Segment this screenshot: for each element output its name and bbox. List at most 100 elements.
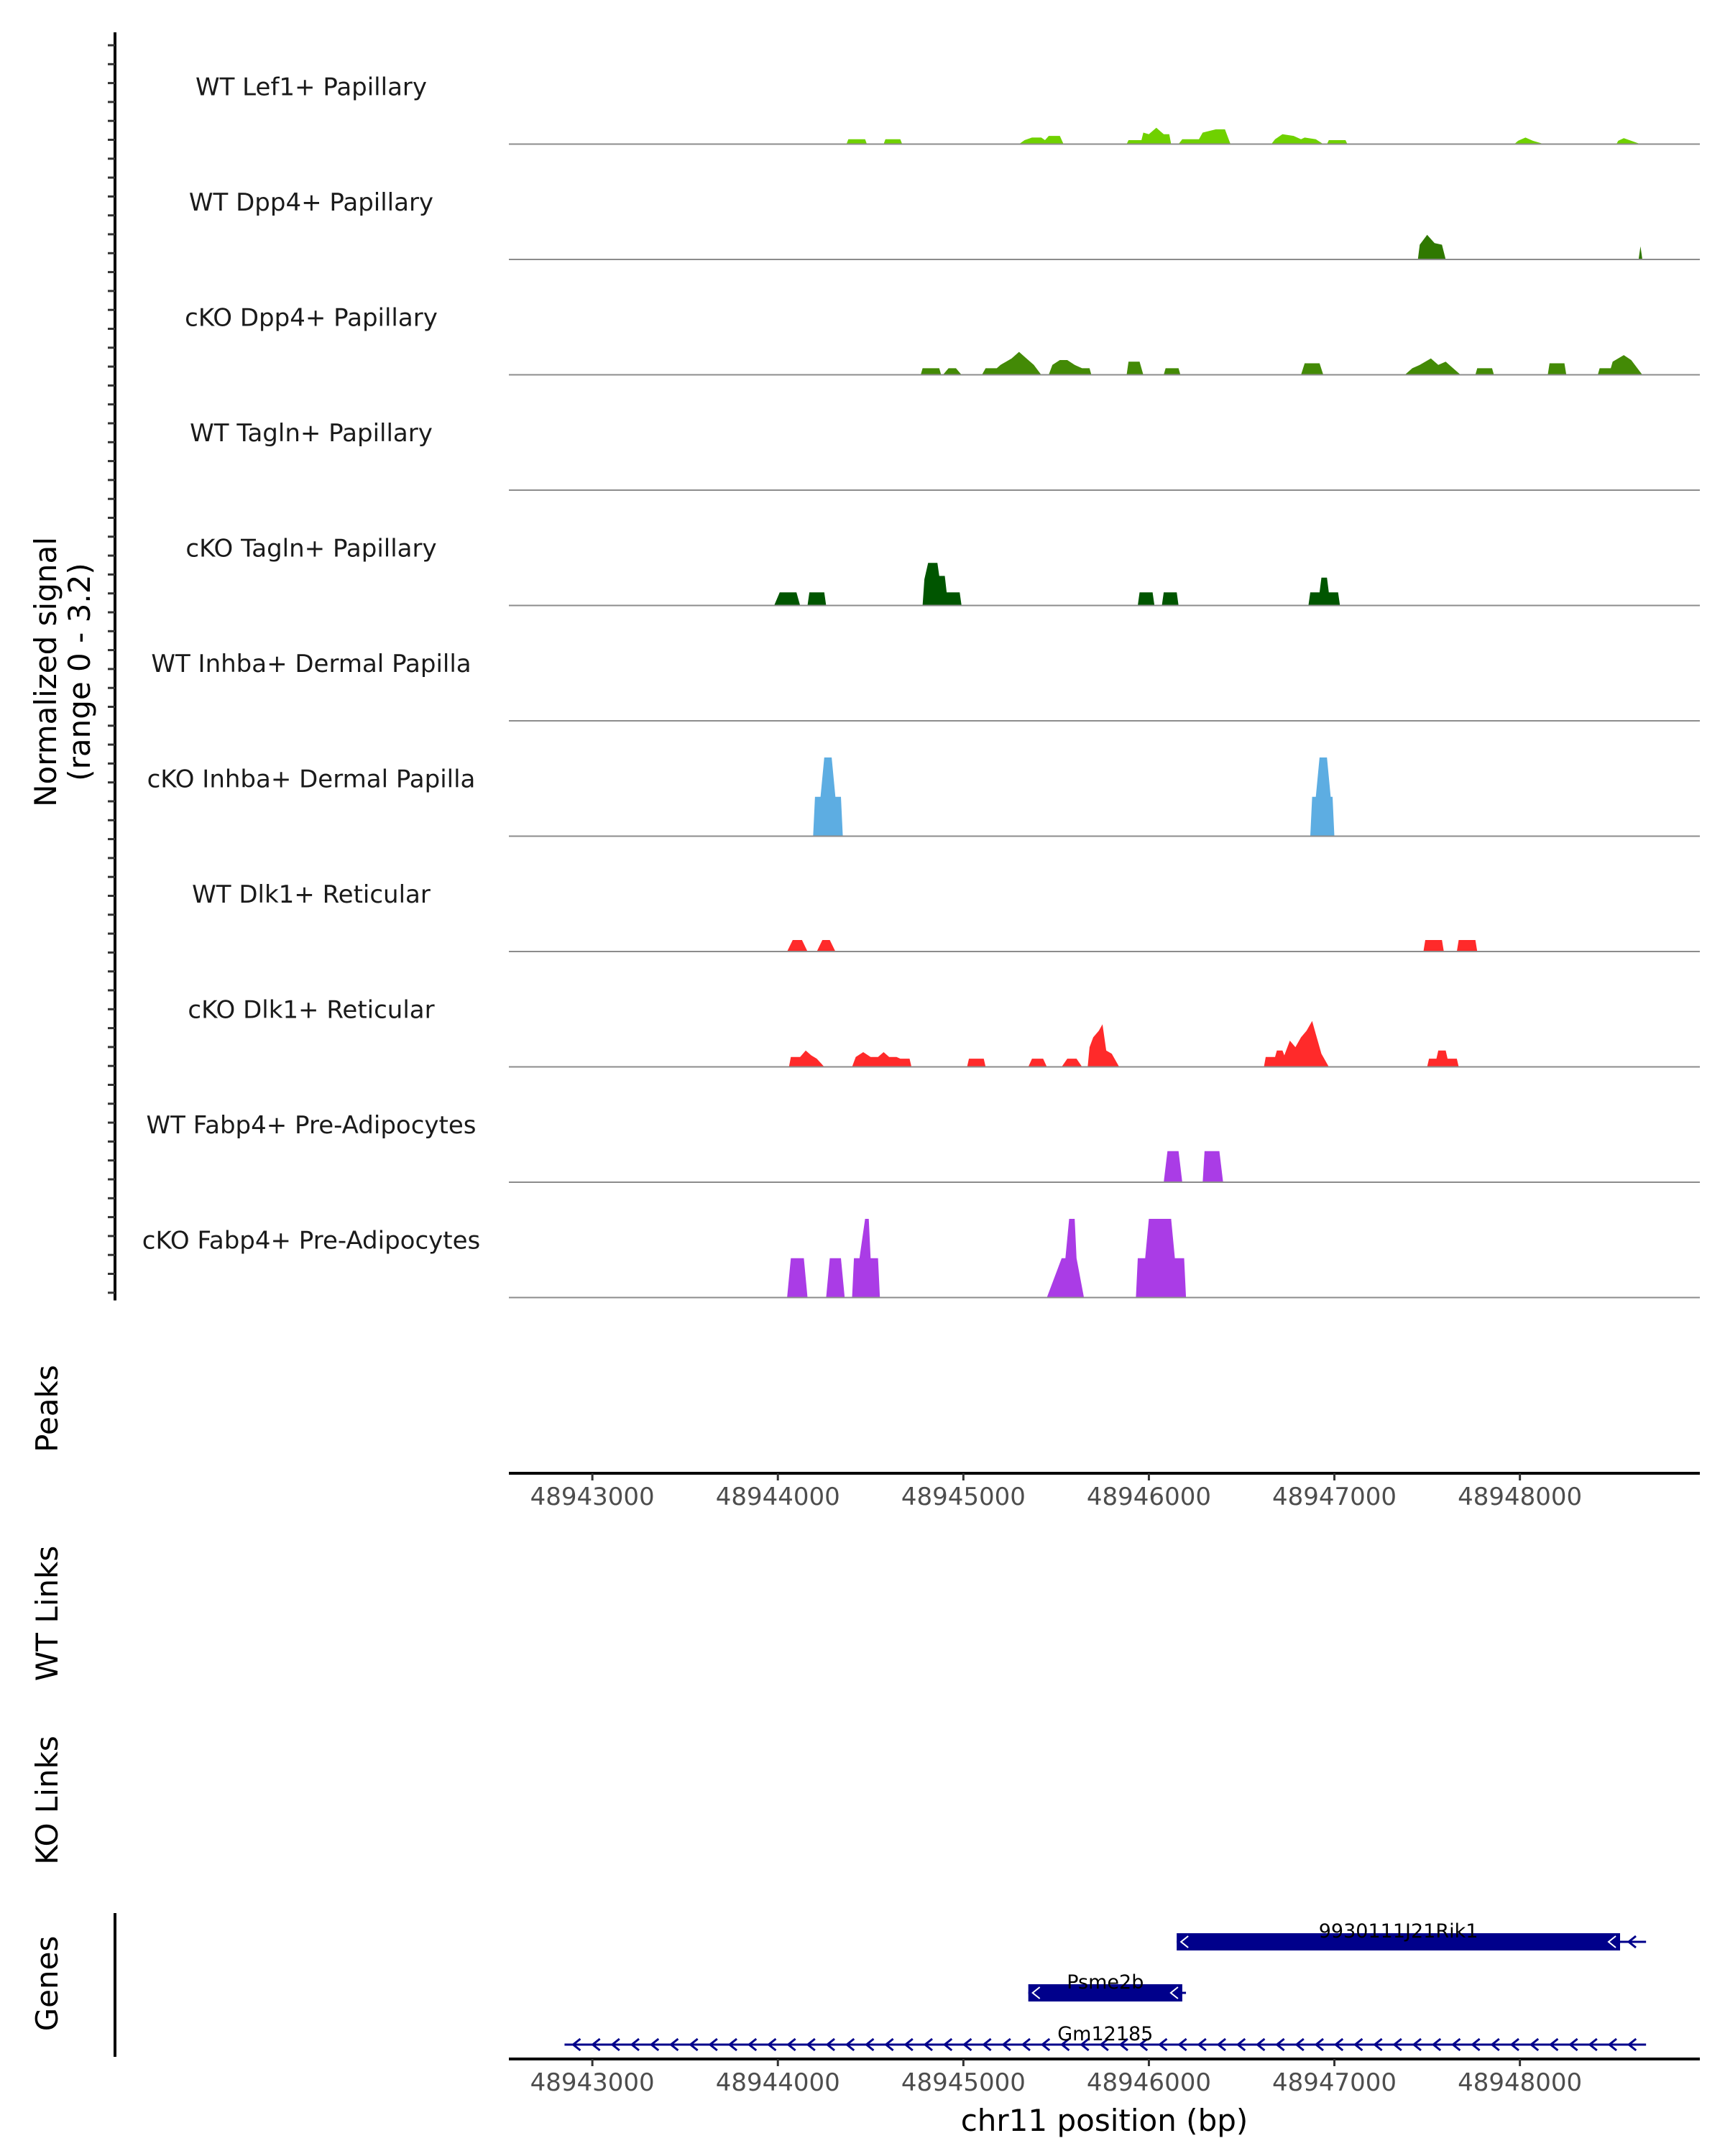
coverage-peak (943, 368, 962, 375)
coverage-peak (1126, 127, 1172, 144)
strand-arrow (1236, 2037, 1246, 2052)
x-tick-label: 48948000 (1458, 1483, 1582, 1511)
strand-arrow (1490, 2037, 1500, 2052)
track-5: cKO Tagln+ Papillary (185, 534, 1700, 607)
coverage-peak (852, 1219, 880, 1298)
coverage-peak (1327, 140, 1348, 144)
x-tick-label: 48948000 (1458, 2068, 1582, 2097)
coverage-peak (1598, 355, 1642, 375)
signal-y-axis: Normalized signal(range 0 - 3.2) (28, 32, 116, 1301)
strand-arrow (1451, 2037, 1461, 2052)
strand-arrow (1118, 2037, 1128, 2052)
coverage-peak (788, 1050, 824, 1067)
track-9: cKO Dlk1+ Reticular (188, 995, 1700, 1068)
strand-arrow (1353, 2037, 1363, 2052)
strand-arrow (630, 2037, 640, 2052)
gene-exon (1028, 1984, 1182, 2001)
genes-label: Genes (29, 1936, 65, 2032)
coverage-peak (1427, 1050, 1459, 1067)
coverage-peak (1046, 1219, 1085, 1298)
coverage-peak (1404, 358, 1461, 375)
coverage-peak (1162, 592, 1179, 606)
strand-arrow (1392, 2037, 1402, 2052)
strand-arrow (1607, 1935, 1616, 1948)
strand-arrow (1568, 2037, 1578, 2052)
strand-arrow (806, 2037, 816, 2052)
x-axis-lower: 48943000 48944000 48945000 48946000 48947000… (509, 2058, 1700, 2138)
coverage-peak (774, 592, 801, 606)
gene-9930111j21rik1: 9930111J21Rik1 (1177, 1920, 1647, 1950)
x-tick-label: 48947000 (1272, 2068, 1397, 2097)
coverage-peak (1514, 137, 1545, 144)
strand-arrow (708, 2037, 718, 2052)
x-tick-label: 48943000 (530, 2068, 655, 2097)
gene-label: 9930111J21Rik1 (1319, 1920, 1478, 1943)
coverage-peak (1308, 577, 1340, 606)
coverage-peak (1547, 363, 1567, 375)
coverage-peak (787, 1258, 808, 1298)
coverage-peak (967, 1059, 986, 1067)
coverage-peak (807, 592, 827, 606)
coverage-peak (1202, 1151, 1223, 1182)
track-label: cKO Inhba+ Dermal Papilla (147, 765, 476, 793)
strand-arrow (884, 2037, 894, 2052)
strand-arrow (591, 2037, 601, 2052)
strand-arrow (1031, 1986, 1041, 1999)
x-tick-label: 48943000 (530, 1483, 655, 1511)
strand-arrow (1529, 2037, 1540, 2052)
track-8: WT Dlk1+ Reticular (192, 880, 1700, 952)
strand-arrow (1138, 2037, 1149, 2052)
strand-arrow (865, 2037, 875, 2052)
gene-gm12185: Gm12185 (564, 2023, 1647, 2052)
strand-arrow (1060, 2037, 1070, 2052)
track-label: cKO Dpp4+ Papillary (185, 303, 438, 332)
strand-arrow (1169, 1986, 1179, 1999)
coverage-peak (1164, 1151, 1182, 1182)
x-tick-label: 48947000 (1272, 1483, 1397, 1511)
coverage-peak (1178, 129, 1230, 144)
strand-arrow (610, 2037, 620, 2052)
coverage-peak (1138, 592, 1155, 606)
coverage-peak (1264, 1021, 1329, 1067)
strand-arrow (1294, 2037, 1305, 2052)
strand-arrow (1080, 2037, 1090, 2052)
strand-arrow (1471, 2037, 1481, 2052)
coverage-peak (883, 139, 903, 144)
gene-label: Psme2b (1067, 1971, 1144, 1994)
track-label: cKO Dlk1+ Reticular (188, 995, 434, 1024)
strand-arrow (903, 2037, 914, 2052)
coverage-peak (1018, 136, 1064, 144)
coverage-peak (1456, 940, 1478, 952)
strand-arrow (1197, 2037, 1207, 2052)
gene-track: 9930111J21Rik1 Psme2b Gm12185 (564, 1920, 1647, 2052)
wt-links-label: WT Links (29, 1546, 65, 1681)
coverage-peak (1062, 1059, 1082, 1067)
gene-psme2b: Psme2b (1028, 1971, 1187, 2001)
ko-links-label: KO Links (29, 1736, 65, 1865)
track-1: WT Lef1+ Papillary (196, 73, 1700, 145)
coverage-peak (787, 940, 808, 952)
coverage-peak (922, 563, 962, 606)
coverage-peak (852, 1052, 912, 1067)
coverage-peak (1301, 363, 1324, 375)
coverage-peak (1475, 368, 1494, 375)
coverage-peak (813, 757, 843, 837)
peaks-label: Peaks (29, 1365, 65, 1452)
y-axis-range: (range 0 - 3.2) (62, 563, 97, 781)
strand-arrow (767, 2037, 777, 2052)
coverage-peak (1638, 246, 1642, 259)
strand-arrow (923, 2037, 933, 2052)
track-label: WT Dlk1+ Reticular (192, 880, 431, 909)
strand-arrow (649, 2037, 660, 2052)
strand-arrow (1509, 2037, 1519, 2052)
strand-arrow (786, 2037, 796, 2052)
coverage-peak (826, 1258, 845, 1298)
track-10: WT Fabp4+ Pre-Adipocytes (147, 1111, 1700, 1183)
coverage-peak (1310, 757, 1335, 837)
strand-arrow (1607, 2037, 1617, 2052)
strand-arrow (571, 2037, 581, 2052)
x-axis-upper: 48943000 48944000 48945000 48946000 48947000… (509, 1472, 1700, 1511)
strand-arrow (669, 2037, 679, 2052)
strand-arrow (942, 2037, 953, 2052)
